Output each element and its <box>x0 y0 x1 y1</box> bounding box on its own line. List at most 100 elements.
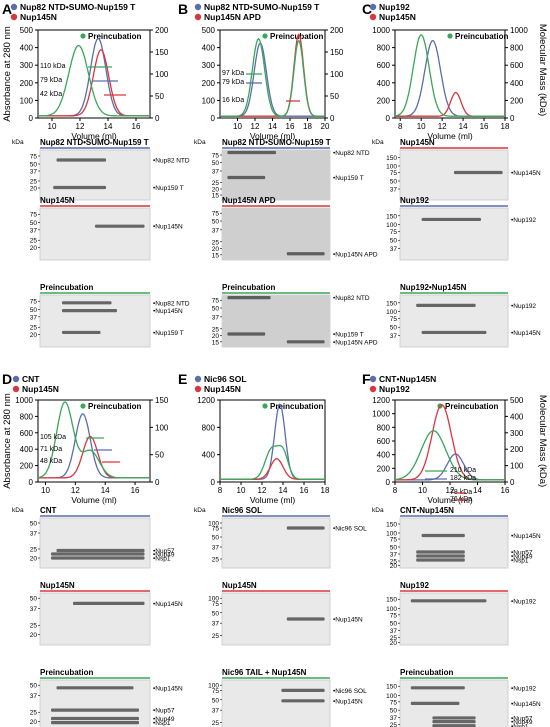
gel-band-C-2-1 <box>421 330 487 335</box>
mw-marker-E-2: 50 <box>212 697 220 704</box>
gel-band-A-2-1 <box>62 309 117 313</box>
legend-label-F-0: CNT•Nup145N <box>379 374 436 384</box>
y-tick-label-B: 500 <box>202 26 216 35</box>
y2-tick-label-B: 0 <box>330 114 335 123</box>
mw-marker-A-2: 25 <box>30 325 38 332</box>
x-tick-label-B: 10 <box>233 122 242 131</box>
band-label-C-2-1: •Nup145N <box>511 330 541 337</box>
band-label-A-1-0: •Nup145N <box>153 224 183 231</box>
gel-band-A-0-0 <box>56 158 106 162</box>
band-label-A-0-1: •Nup159 T <box>153 185 184 192</box>
x-axis-label-B: Volume (ml) <box>250 131 296 141</box>
x-tick-label-E: 14 <box>279 486 288 495</box>
y2-tick-label-D: 100 <box>155 423 169 432</box>
legend-label-A-0: Nup82 NTD•SUMO-Nup159 T <box>20 2 136 12</box>
mw-marker-B-1: 15 <box>212 252 220 259</box>
kda-header-A: kDa <box>12 139 24 146</box>
band-label-E-2-1: •Nup145N <box>333 698 363 705</box>
band-label-D-1-0: •Nup145N <box>153 601 183 608</box>
mass-annotation-B-1: 79 kDa <box>222 79 244 86</box>
mw-marker-A-0: 37 <box>30 169 38 176</box>
y-tick-label-F: 1000 <box>372 410 390 419</box>
mw-marker-F-0: 50 <box>390 545 398 552</box>
y-tick-label-D: 1000 <box>15 396 33 405</box>
preincubation-label-E: Preincubation <box>270 402 323 411</box>
mw-marker-F-2: 50 <box>390 708 398 715</box>
y-tick-label-F: 1200 <box>372 396 390 405</box>
x-tick-label-B: 14 <box>268 122 277 131</box>
band-label-B-2-2: •Nup145N APD <box>333 339 378 346</box>
mw-marker-E-1: 37 <box>212 621 220 628</box>
gel-title-B-1: Nup145N APD <box>222 196 276 205</box>
y-tick-label-C: 800 <box>377 44 391 53</box>
mw-marker-F-2: 75 <box>390 699 398 706</box>
band-label-F-0-0: •Nup145N <box>511 533 541 540</box>
gel-band-D-0-1 <box>51 552 145 556</box>
gel-band-D-2-1 <box>51 708 139 712</box>
mw-marker-A-2: 20 <box>30 332 38 339</box>
mw-marker-A-0: 50 <box>30 162 38 169</box>
kda-header-D: kDa <box>12 507 24 514</box>
mw-marker-F-1: 25 <box>390 635 398 642</box>
mw-marker-C-2: 100 <box>386 309 397 316</box>
mw-marker-F-0: 75 <box>390 537 398 544</box>
y-tick-label-F: 800 <box>377 423 391 432</box>
y2-tick-label-A: 150 <box>155 48 169 57</box>
y-tick-label-E: 0 <box>211 478 216 487</box>
gel-band-F-2-2 <box>432 716 476 720</box>
gel-title-D-1: Nup145N <box>40 581 75 590</box>
band-label-C-1-0: •Nup192 <box>511 217 536 224</box>
gel-title-D-0: CNT <box>40 506 57 515</box>
mw-marker-E-0: 25 <box>212 557 220 564</box>
gel-band-E-1-0 <box>286 617 325 621</box>
mw-marker-E-0: 37 <box>212 545 220 552</box>
legend-label-D-1: Nup145N <box>22 384 59 394</box>
mw-marker-E-0: 50 <box>212 535 220 542</box>
kda-header-E: kDa <box>194 507 206 514</box>
y2-tick-label-F: 500 <box>510 396 524 405</box>
gel-band-F-2-1 <box>410 701 460 705</box>
legend-dot-E-0 <box>194 375 202 383</box>
gel-band-F-2-0 <box>410 686 465 690</box>
panel-letter-D: D <box>2 371 12 387</box>
gel-band-D-0-0 <box>56 548 145 553</box>
mw-marker-A-1: 75 <box>30 212 38 219</box>
band-label-F-2-4: •Nsp1 <box>511 723 529 727</box>
x-tick-label-A: 12 <box>76 122 85 131</box>
y2-tick-label-D: 150 <box>155 396 169 405</box>
x-tick-label-C: 14 <box>459 122 468 131</box>
x-tick-label-B: 12 <box>251 122 260 131</box>
y2-tick-label-D: 0 <box>155 478 160 487</box>
band-label-A-0-0: •Nup82 NTD <box>153 158 190 165</box>
mw-marker-E-0: 75 <box>212 526 220 533</box>
y-tick-label-E: 400 <box>202 451 216 460</box>
y-tick-label-E: 800 <box>202 423 216 432</box>
mw-marker-D-2: 50 <box>30 683 38 690</box>
x-axis-label-D: Volume (ml) <box>71 495 117 505</box>
y-tick-label-F: 600 <box>377 437 391 446</box>
gel-title-E-1: Nup145N <box>222 581 257 590</box>
gel-band-D-0-2 <box>51 556 145 560</box>
x-tick-label-B: 20 <box>321 122 330 131</box>
gel-title-F-2: Preincubation <box>400 668 453 677</box>
gel-band-B-2-0 <box>227 296 271 300</box>
band-label-E-2-0: •Nic96 SOL <box>333 688 367 695</box>
y2-tick-label-B: 150 <box>330 48 344 57</box>
mw-marker-B-1: 37 <box>212 227 220 234</box>
y-tick-label-E: 1200 <box>197 396 215 405</box>
legend-dot-A-1 <box>10 13 18 21</box>
gel-title-F-1: Nup192 <box>400 581 429 590</box>
legend-label-D-0: CNT <box>22 374 40 384</box>
mw-marker-F-1: 100 <box>386 606 397 613</box>
mw-marker-B-0: 75 <box>212 153 220 160</box>
mw-marker-F-2: 150 <box>386 684 397 691</box>
legend-dot-D-1 <box>12 385 20 393</box>
